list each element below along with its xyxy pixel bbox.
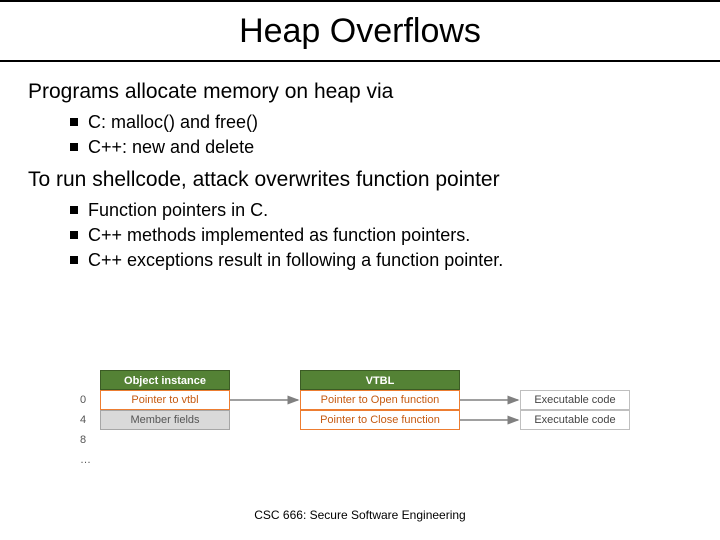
pointer-close-cell: Pointer to Close function <box>300 410 460 430</box>
object-instance-col: Object instance Pointer to vtbl Member f… <box>100 370 230 430</box>
sublist-1: C: malloc() and free() C++: new and dele… <box>28 112 692 158</box>
offset-8: 8 <box>80 430 91 450</box>
bullet-cpp-exceptions: C++ exceptions result in following a fun… <box>70 250 692 271</box>
pointer-open-cell: Pointer to Open function <box>300 390 460 410</box>
bullet-cpp-new: C++: new and delete <box>70 137 692 158</box>
main-point-2: To run shellcode, attack overwrites func… <box>28 168 692 192</box>
slide-title: Heap Overflows <box>239 12 481 51</box>
main-point-1: Programs allocate memory on heap via <box>28 80 692 104</box>
offset-labels: 0 4 8 … <box>80 390 91 470</box>
member-fields-cell: Member fields <box>100 410 230 430</box>
bullet-fp-c: Function pointers in C. <box>70 200 692 221</box>
exec-code-2: Executable code <box>520 410 630 430</box>
offset-0: 0 <box>80 390 91 410</box>
offset-dots: … <box>80 450 91 470</box>
footer-text: CSC 666: Secure Software Engineering <box>0 508 720 522</box>
vtbl-header: VTBL <box>300 370 460 390</box>
vtbl-diagram: 0 4 8 … Object instance Pointer to vtbl … <box>80 370 660 490</box>
vtbl-col: VTBL Pointer to Open function Pointer to… <box>300 370 460 430</box>
content-area: Programs allocate memory on heap via C: … <box>0 62 720 271</box>
bullet-c-malloc: C: malloc() and free() <box>70 112 692 133</box>
exec-code-1: Executable code <box>520 390 630 410</box>
executable-col: Executable code Executable code <box>520 370 630 430</box>
offset-4: 4 <box>80 410 91 430</box>
title-bar: Heap Overflows <box>0 0 720 62</box>
bullet-cpp-methods: C++ methods implemented as function poin… <box>70 225 692 246</box>
pointer-to-vtbl-cell: Pointer to vtbl <box>100 390 230 410</box>
object-instance-header: Object instance <box>100 370 230 390</box>
sublist-2: Function pointers in C. C++ methods impl… <box>28 200 692 271</box>
